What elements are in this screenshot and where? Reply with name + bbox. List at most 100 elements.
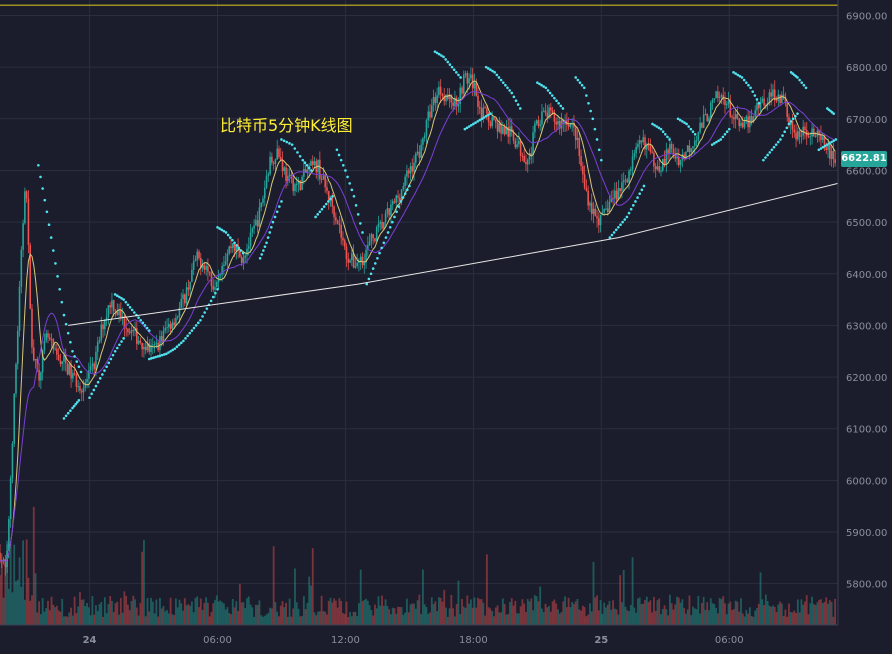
volume-bar bbox=[670, 603, 673, 625]
sar-dot bbox=[715, 140, 718, 144]
sar-dot bbox=[143, 324, 147, 327]
volume-bar bbox=[390, 614, 392, 625]
volume-bar bbox=[446, 616, 449, 625]
volume-bar bbox=[338, 598, 341, 625]
sar-dot bbox=[237, 246, 241, 250]
y-tick-label: 6200.00 bbox=[846, 373, 887, 384]
candle-body bbox=[251, 228, 254, 233]
candle-body bbox=[727, 100, 730, 104]
volume-bar bbox=[105, 613, 108, 625]
sar-dot bbox=[216, 287, 219, 291]
volume-bar bbox=[411, 603, 414, 625]
candle-body bbox=[599, 214, 602, 226]
volume-bar bbox=[395, 613, 398, 625]
volume-bar bbox=[57, 610, 60, 625]
candle-body bbox=[450, 94, 453, 103]
sar-dot bbox=[37, 163, 40, 167]
sar-dot bbox=[77, 399, 81, 402]
sar-dot bbox=[156, 355, 160, 358]
candle-body bbox=[617, 188, 620, 200]
candle-body bbox=[11, 443, 14, 479]
volume-bar bbox=[605, 607, 607, 625]
volume-bar bbox=[759, 572, 762, 625]
candle-body bbox=[354, 265, 357, 268]
volume-bar bbox=[647, 602, 650, 625]
volume-bar bbox=[521, 599, 524, 625]
candle-body bbox=[715, 91, 717, 99]
volume-bar bbox=[59, 611, 62, 625]
volume-bar bbox=[816, 602, 819, 625]
candle-body bbox=[338, 223, 341, 225]
candle-body bbox=[136, 328, 138, 344]
candle-body bbox=[52, 339, 55, 349]
moving-averages bbox=[0, 80, 836, 563]
sar-dot bbox=[262, 249, 265, 252]
candle-body bbox=[247, 246, 250, 249]
sar-dot bbox=[776, 140, 780, 144]
candle-body bbox=[677, 156, 680, 166]
sar-dot bbox=[371, 267, 375, 270]
candle-body bbox=[814, 136, 817, 138]
candle-body bbox=[461, 87, 463, 94]
sar-dot bbox=[109, 357, 113, 361]
candle-body bbox=[327, 191, 330, 202]
volume-bar bbox=[249, 604, 252, 625]
volume-bar bbox=[100, 601, 103, 625]
sar-dot bbox=[92, 388, 96, 392]
volume-bar bbox=[366, 600, 369, 625]
volume-bar bbox=[70, 607, 72, 625]
sar-dot bbox=[653, 123, 656, 127]
sar-dot bbox=[376, 256, 379, 260]
candle-body bbox=[448, 94, 451, 99]
volume-bar bbox=[212, 603, 215, 625]
candle-body bbox=[706, 113, 709, 122]
candle-body bbox=[80, 390, 83, 393]
sar-dot bbox=[305, 163, 309, 167]
candle-body bbox=[255, 220, 257, 226]
candle-body bbox=[240, 256, 243, 263]
volume-bar bbox=[374, 604, 376, 625]
volume-bar bbox=[269, 607, 271, 625]
volume-bar bbox=[493, 616, 495, 625]
volume-bar bbox=[697, 595, 700, 625]
sar-dot bbox=[787, 122, 791, 126]
y-tick-label: 5800.00 bbox=[846, 580, 887, 591]
sar-dot bbox=[337, 153, 341, 157]
candle-body bbox=[487, 113, 490, 123]
y-tick-label: 6700.00 bbox=[846, 115, 887, 126]
volume-bar bbox=[764, 594, 767, 625]
volume-bar bbox=[228, 612, 231, 625]
volume-bar bbox=[119, 597, 122, 625]
volume-bar bbox=[702, 596, 705, 625]
volume-bar bbox=[256, 604, 259, 625]
sar-dot bbox=[499, 78, 503, 82]
volume-bar bbox=[151, 601, 154, 625]
volume-bar bbox=[75, 613, 78, 625]
sar-dot bbox=[137, 316, 140, 319]
candle-body bbox=[370, 234, 373, 242]
candle-body bbox=[583, 174, 586, 188]
volume-bar bbox=[84, 606, 87, 625]
candle-body bbox=[830, 150, 833, 159]
candle-body bbox=[66, 363, 69, 375]
candle-body bbox=[526, 159, 529, 165]
volume-bar bbox=[768, 605, 771, 625]
candle-body bbox=[233, 243, 236, 252]
candle-body bbox=[464, 73, 467, 75]
sar-dot bbox=[497, 76, 501, 79]
volume-bar bbox=[494, 607, 497, 625]
sar-dot bbox=[450, 65, 454, 69]
volume-bar bbox=[375, 608, 378, 625]
candle-body bbox=[793, 129, 796, 133]
volume-bar bbox=[107, 603, 110, 625]
candle-body bbox=[493, 117, 495, 120]
sar-dot bbox=[298, 154, 302, 158]
y-tick-label: 5900.00 bbox=[846, 528, 887, 539]
volume-bar bbox=[445, 607, 447, 625]
volume-bar bbox=[32, 506, 35, 625]
sar-dot bbox=[190, 329, 194, 332]
candle-body bbox=[519, 141, 522, 156]
candle-body bbox=[731, 116, 733, 118]
